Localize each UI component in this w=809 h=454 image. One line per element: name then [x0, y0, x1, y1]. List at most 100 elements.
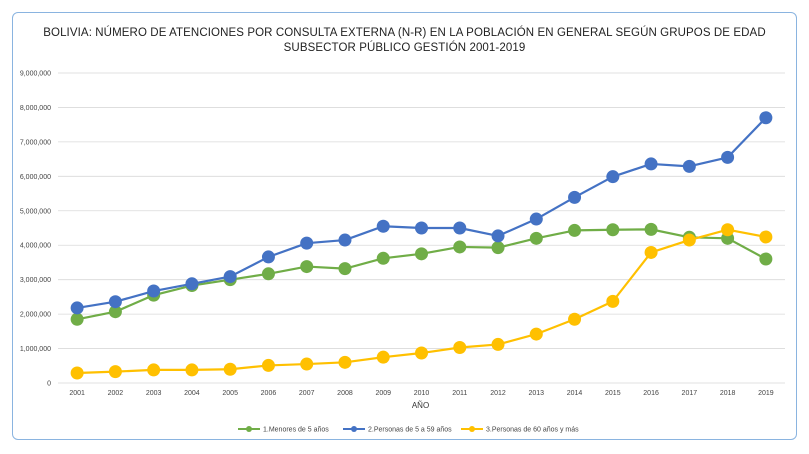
data-point: [568, 223, 582, 237]
y-tick-label: 2,000,000: [20, 312, 51, 319]
data-point: [261, 250, 275, 264]
series-1: [70, 222, 773, 326]
series-group: [70, 111, 773, 380]
data-point: [376, 219, 390, 233]
x-tick-label: 2008: [337, 390, 353, 397]
x-tick-label: 2010: [414, 390, 430, 397]
data-point: [606, 223, 620, 237]
x-tick-label: 2002: [108, 390, 124, 397]
x-tick-label: 2017: [682, 390, 698, 397]
data-point: [529, 231, 543, 245]
series-2: [70, 111, 773, 315]
data-point: [300, 357, 314, 371]
x-tick-label: 2016: [643, 390, 659, 397]
data-point: [606, 294, 620, 308]
data-point: [185, 277, 199, 291]
data-point: [108, 365, 122, 379]
x-tick-label: 2019: [758, 390, 774, 397]
x-tick-label: 2015: [605, 390, 621, 397]
data-point: [70, 301, 84, 315]
y-tick-label: 7,000,000: [20, 139, 51, 146]
data-point: [338, 262, 352, 276]
data-point: [644, 157, 658, 171]
x-axis: 2001 2002 2003 2004 2005 2006 2007 2008 2009 2010…: [69, 390, 773, 410]
data-point: [261, 358, 275, 372]
data-point: [376, 350, 390, 364]
data-point: [491, 241, 505, 255]
x-tick-label: 2005: [222, 390, 238, 397]
x-tick-label: 2011: [452, 390, 467, 397]
x-tick-label: 2004: [184, 390, 200, 397]
y-tick-label: 8,000,000: [20, 105, 51, 112]
data-point: [568, 190, 582, 204]
legend-marker: [469, 426, 475, 432]
data-point: [108, 305, 122, 319]
legend: 1.Menores de 5 años 2.Personas de 5 a 59 …: [238, 426, 579, 434]
data-point: [223, 362, 237, 376]
data-point: [568, 312, 582, 326]
data-point: [338, 355, 352, 369]
legend-item-2: 2.Personas de 5 a 59 años: [343, 426, 452, 434]
y-tick-label: 5,000,000: [20, 208, 51, 215]
chart-title-line-2: SUBSECTOR PÚBLICO GESTIÓN 2001-2019: [283, 42, 526, 54]
y-tick-label: 6,000,000: [20, 174, 51, 181]
data-point: [453, 341, 467, 355]
data-point: [108, 295, 122, 309]
data-point: [606, 170, 620, 184]
x-tick-label: 2001: [69, 390, 85, 397]
data-point: [491, 337, 505, 351]
y-tick-label: 4,000,000: [20, 243, 51, 250]
data-point: [147, 363, 161, 377]
y-tick-label: 3,000,000: [20, 277, 51, 284]
data-point: [721, 223, 735, 237]
y-tick-label: 1,000,000: [20, 346, 51, 353]
data-point: [261, 267, 275, 281]
data-point: [223, 270, 237, 284]
data-point: [644, 222, 658, 236]
data-point: [70, 366, 84, 380]
legend-item-1: 1.Menores de 5 años: [238, 426, 329, 434]
data-point: [376, 251, 390, 265]
chart-title: BOLIVIA: NÚMERO DE ATENCIONES POR CONSUL…: [0, 26, 809, 56]
data-point: [682, 159, 696, 173]
data-point: [644, 245, 658, 259]
x-tick-label: 2007: [299, 390, 315, 397]
y-tick-label: 9,000,000: [20, 71, 51, 78]
legend-marker: [351, 426, 357, 432]
series-3: [70, 223, 773, 380]
y-tick-label: 0: [47, 381, 51, 388]
data-point: [300, 260, 314, 274]
y-axis: 0 1,000,000 2,000,000 3,000,000 4,000,000 5,0…: [20, 71, 51, 388]
data-point: [529, 212, 543, 226]
data-point: [453, 221, 467, 235]
chart-frame: [12, 12, 797, 440]
chart-title-line-1: BOLIVIA: NÚMERO DE ATENCIONES POR CONSUL…: [43, 27, 766, 39]
data-point: [759, 111, 773, 125]
x-tick-label: 2018: [720, 390, 736, 397]
x-tick-label: 2009: [375, 390, 391, 397]
x-axis-title: AÑO: [412, 401, 429, 410]
data-point: [185, 363, 199, 377]
x-tick-label: 2013: [529, 390, 545, 397]
data-point: [453, 240, 467, 254]
data-point: [721, 150, 735, 164]
legend-label: 2.Personas de 5 a 59 años: [368, 427, 452, 434]
series-line: [76, 228, 767, 321]
x-tick-label: 2014: [567, 390, 583, 397]
legend-label: 1.Menores de 5 años: [263, 427, 329, 434]
x-tick-label: 2012: [490, 390, 506, 397]
data-point: [415, 247, 428, 261]
x-tick-label: 2006: [261, 390, 277, 397]
legend-marker: [246, 426, 252, 432]
data-point: [300, 236, 314, 250]
data-point: [415, 346, 428, 360]
x-tick-label: 2003: [146, 390, 162, 397]
gridlines: [58, 72, 785, 384]
data-point: [529, 327, 543, 341]
data-point: [759, 252, 773, 266]
data-point: [415, 221, 428, 235]
legend-label: 3.Personas de 60 años y más: [486, 427, 579, 434]
data-point: [491, 229, 505, 243]
data-point: [682, 233, 696, 247]
data-point: [338, 233, 352, 247]
